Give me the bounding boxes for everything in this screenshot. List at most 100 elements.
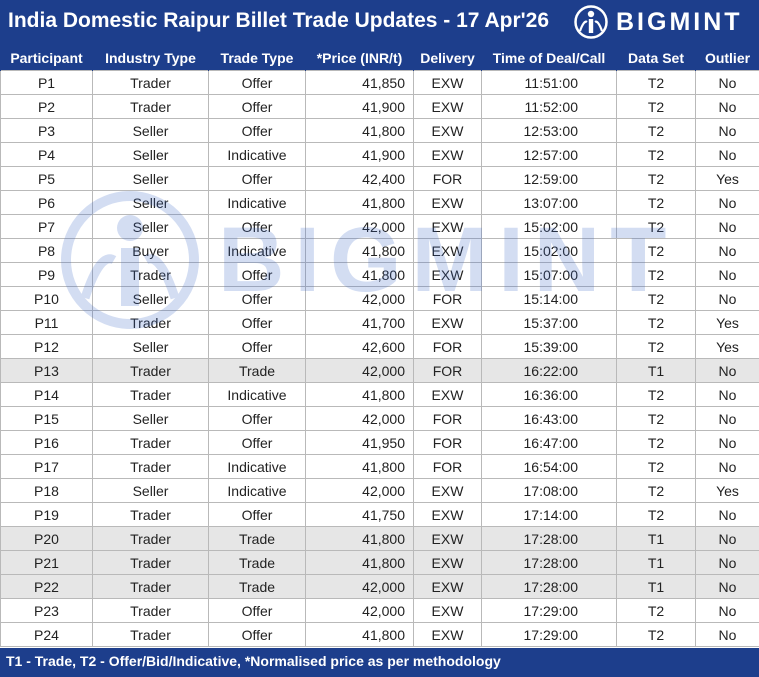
table-header-row: Participant Industry Type Trade Type *Price… [0, 46, 759, 71]
table-cell: Trader [92, 454, 209, 479]
table-cell: Offer [208, 334, 306, 359]
table-cell: 16:47:00 [481, 430, 617, 455]
table-cell: Trade [208, 526, 306, 551]
table-cell: Offer [208, 118, 306, 143]
table-cell: 41,700 [305, 310, 414, 335]
table-cell: Trader [92, 310, 209, 335]
table-cell: Trader [92, 502, 209, 527]
table-cell: T2 [616, 262, 696, 287]
table-cell: T2 [616, 286, 696, 311]
table-cell: FOR [413, 334, 482, 359]
table-cell: P12 [0, 334, 93, 359]
table-cell: 42,000 [305, 214, 414, 239]
table-cell: Offer [208, 406, 306, 431]
table-cell: T1 [616, 358, 696, 383]
table-cell: Offer [208, 94, 306, 119]
table-cell: Trader [92, 382, 209, 407]
table-cell: No [695, 118, 759, 143]
table-row: P16 Trader Offer 41,950 FOR 16:47:00 T2 No [0, 430, 759, 455]
table-cell: Seller [92, 166, 209, 191]
table-row: P24 Trader Offer 41,800 EXW 17:29:00 T2 No [0, 622, 759, 647]
table-cell: Seller [92, 190, 209, 215]
table-cell: P19 [0, 502, 93, 527]
table-cell: T1 [616, 526, 696, 551]
table-cell: 17:08:00 [481, 478, 617, 503]
table-cell: Trader [92, 574, 209, 599]
table-cell: Seller [92, 214, 209, 239]
table-cell: Offer [208, 598, 306, 623]
table-cell: 17:29:00 [481, 622, 617, 647]
table-cell: No [695, 94, 759, 119]
column-header: Time of Deal/Call [481, 46, 617, 71]
table-cell: 42,000 [305, 358, 414, 383]
table-cell: Trader [92, 598, 209, 623]
table-cell: No [695, 190, 759, 215]
table-cell: Trader [92, 262, 209, 287]
table-row: P4 Seller Indicative 41,900 EXW 12:57:00 T2 No [0, 142, 759, 167]
table-cell: No [695, 406, 759, 431]
table-cell: 17:14:00 [481, 502, 617, 527]
table-row: P20 Trader Trade 41,800 EXW 17:28:00 T1 No [0, 526, 759, 551]
table-cell: No [695, 550, 759, 575]
table-cell: Offer [208, 502, 306, 527]
table-row: P5 Seller Offer 42,400 FOR 12:59:00 T2 Yes [0, 166, 759, 191]
table-cell: T2 [616, 70, 696, 95]
table-cell: P23 [0, 598, 93, 623]
bigmint-logo-icon [574, 5, 608, 39]
table-cell: 16:36:00 [481, 382, 617, 407]
column-header: Trade Type [208, 46, 306, 71]
table-cell: Seller [92, 142, 209, 167]
table-cell: Trader [92, 430, 209, 455]
table-cell: No [695, 502, 759, 527]
table-cell: 41,800 [305, 622, 414, 647]
table-cell: Yes [695, 310, 759, 335]
table-cell: FOR [413, 430, 482, 455]
table-cell: P7 [0, 214, 93, 239]
brand-name: BIGMINT [616, 7, 743, 36]
table-row: P3 Seller Offer 41,800 EXW 12:53:00 T2 No [0, 118, 759, 143]
table-cell: No [695, 142, 759, 167]
table-cell: EXW [413, 622, 482, 647]
table-cell: Indicative [208, 190, 306, 215]
table-cell: Trader [92, 526, 209, 551]
table-cell: Seller [92, 406, 209, 431]
table-cell: Trade [208, 550, 306, 575]
table-cell: T2 [616, 478, 696, 503]
brand-logo: BIGMINT [574, 5, 743, 39]
table-row: P21 Trader Trade 41,800 EXW 17:28:00 T1 No [0, 550, 759, 575]
table-cell: 12:59:00 [481, 166, 617, 191]
table-cell: EXW [413, 70, 482, 95]
table-cell: Yes [695, 334, 759, 359]
table-cell: EXW [413, 574, 482, 599]
table-row: P9 Trader Offer 41,800 EXW 15:07:00 T2 No [0, 262, 759, 287]
table-cell: T2 [616, 190, 696, 215]
table-cell: FOR [413, 454, 482, 479]
table-cell: Trader [92, 622, 209, 647]
table-cell: 15:02:00 [481, 214, 617, 239]
table-cell: T2 [616, 454, 696, 479]
table-cell: 42,000 [305, 574, 414, 599]
table-cell: 41,800 [305, 118, 414, 143]
table-row: P22 Trader Trade 42,000 EXW 17:28:00 T1 No [0, 574, 759, 599]
table-cell: No [695, 238, 759, 263]
table-cell: P1 [0, 70, 93, 95]
column-header: Participant [0, 46, 93, 71]
column-header: *Price (INR/t) [305, 46, 414, 71]
table-cell: FOR [413, 166, 482, 191]
table-cell: No [695, 574, 759, 599]
table-row: P1 Trader Offer 41,850 EXW 11:51:00 T2 No [0, 70, 759, 95]
table-row: P2 Trader Offer 41,900 EXW 11:52:00 T2 No [0, 94, 759, 119]
table-cell: 41,800 [305, 382, 414, 407]
title-bar: India Domestic Raipur Billet Trade Updat… [0, 0, 759, 46]
table-cell: T2 [616, 502, 696, 527]
table-cell: 41,800 [305, 454, 414, 479]
table-cell: P22 [0, 574, 93, 599]
page-title: India Domestic Raipur Billet Trade Updat… [8, 9, 550, 32]
table-cell: Offer [208, 310, 306, 335]
table-cell: 41,950 [305, 430, 414, 455]
table-cell: EXW [413, 502, 482, 527]
table-cell: 17:28:00 [481, 574, 617, 599]
column-header: Delivery [413, 46, 482, 71]
table-cell: P16 [0, 430, 93, 455]
table-cell: EXW [413, 382, 482, 407]
